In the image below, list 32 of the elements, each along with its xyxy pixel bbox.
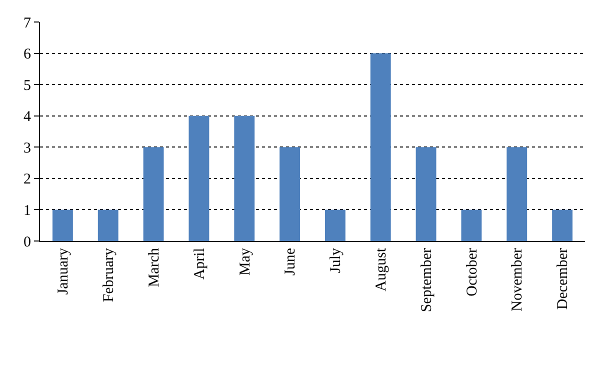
x-tick-label: May — [237, 248, 254, 276]
x-tick-label: October — [464, 248, 480, 296]
x-tick-label: August — [373, 247, 390, 292]
y-tick-label: 3 — [24, 140, 31, 156]
x-tick-label: September — [418, 248, 435, 312]
x-tick-label: February — [101, 248, 118, 302]
bar — [234, 116, 255, 241]
bar — [280, 147, 300, 241]
x-tick-label: December — [555, 248, 572, 310]
bar — [506, 147, 528, 241]
bar — [52, 210, 73, 241]
x-tick-label: April — [192, 248, 208, 280]
y-tick-label: 5 — [24, 78, 31, 94]
y-tick-label: 4 — [24, 109, 32, 126]
x-tick-label: January — [56, 248, 72, 295]
bar — [143, 147, 164, 241]
bar — [370, 53, 391, 241]
bar — [461, 210, 482, 241]
bar — [98, 210, 118, 241]
y-tick-label: 1 — [24, 202, 31, 219]
x-tick-label: November — [510, 248, 526, 312]
bar — [552, 210, 573, 241]
bar — [188, 116, 210, 241]
x-tick-label: June — [282, 248, 299, 276]
bar — [324, 210, 346, 241]
y-tick-label: 7 — [24, 15, 32, 32]
y-tick-label: 6 — [24, 46, 32, 63]
y-tick-label: 0 — [24, 234, 31, 250]
x-tick-label: March — [146, 248, 162, 288]
y-tick-label: 2 — [24, 172, 31, 188]
bar — [416, 147, 436, 241]
x-tick-label: July — [328, 248, 344, 274]
